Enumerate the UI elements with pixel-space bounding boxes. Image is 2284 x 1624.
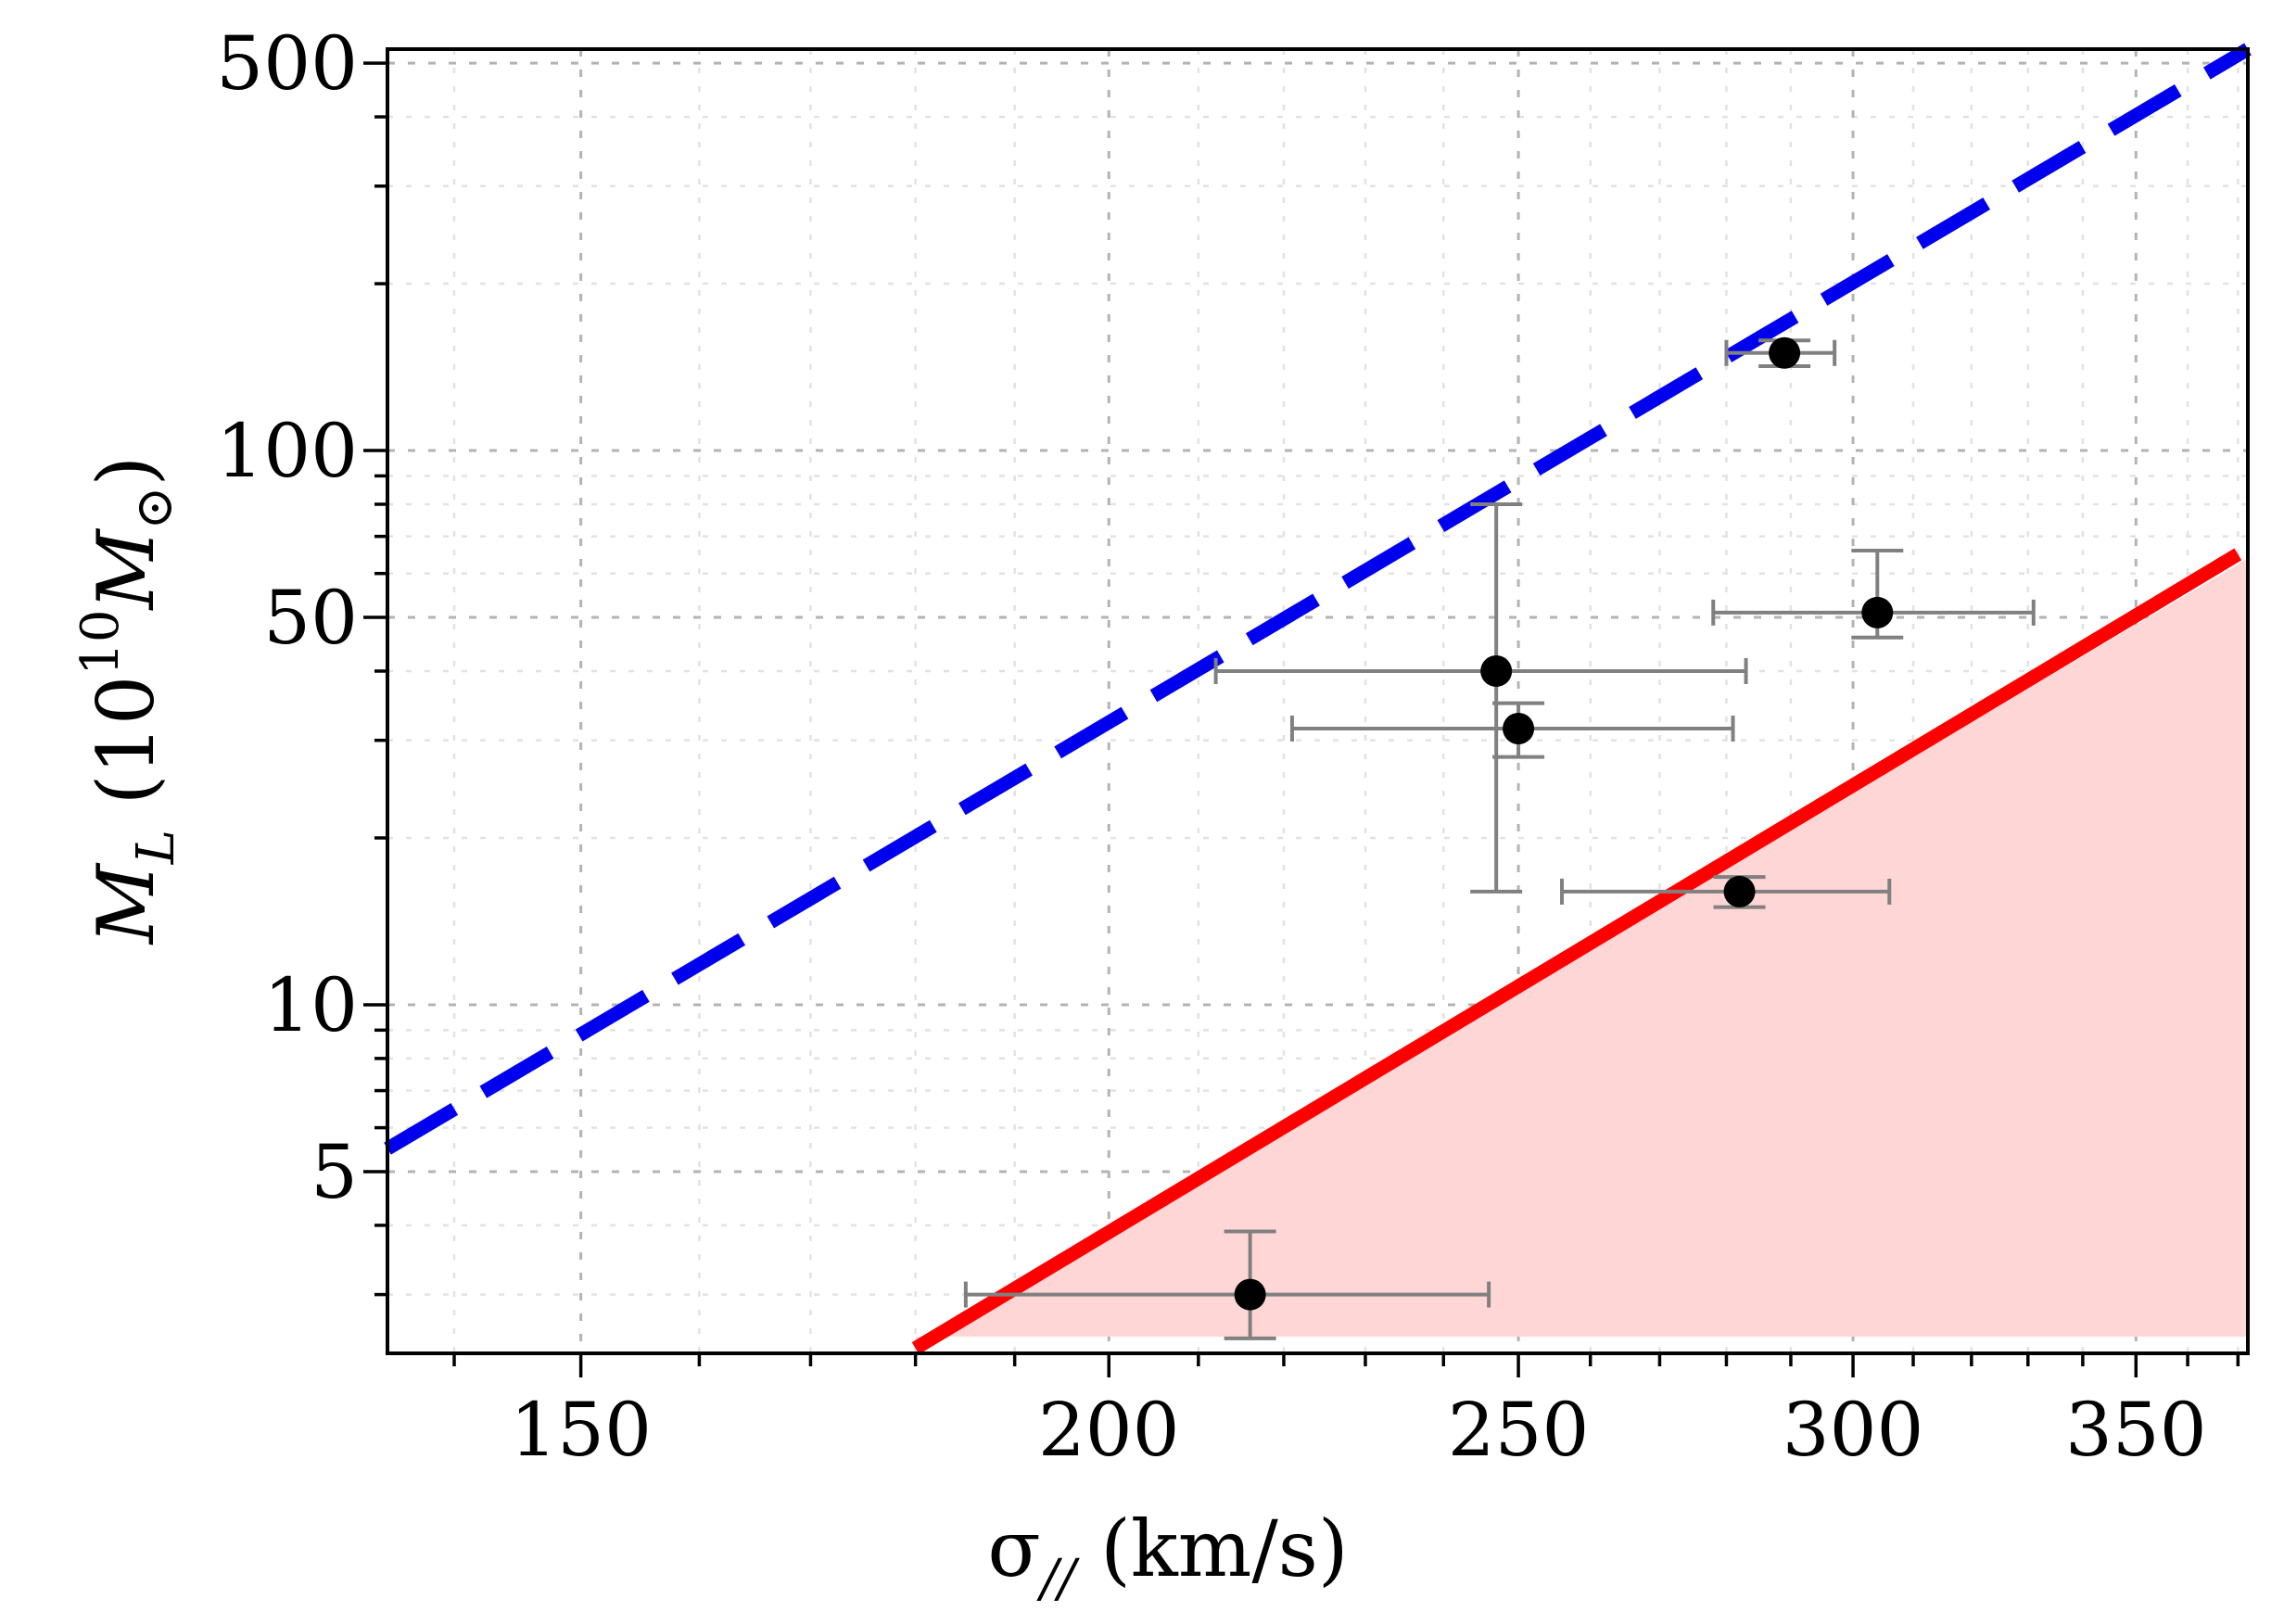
x-tick-label: 200 bbox=[1038, 1387, 1180, 1473]
x-tick-labels: 150 200 250 300 350 bbox=[510, 1387, 2206, 1473]
y-axis-title: ML (1010M⊙) bbox=[70, 456, 186, 946]
bound-lines bbox=[384, 43, 2252, 1354]
x-axis-title: σ// (km/s) bbox=[987, 1503, 1348, 1609]
x-tick-label: 300 bbox=[1783, 1387, 1924, 1473]
y-tick-label: 5 bbox=[311, 1129, 358, 1215]
axis-ticks bbox=[363, 61, 2240, 1377]
y-tick-label: 10 bbox=[263, 962, 358, 1048]
red-solid-line bbox=[911, 548, 2242, 1354]
y-tick-label: 50 bbox=[263, 575, 358, 661]
data-point bbox=[1723, 875, 1756, 907]
y-tick-label: 100 bbox=[216, 408, 358, 494]
data-point bbox=[1769, 336, 1801, 369]
data-point bbox=[1480, 654, 1513, 687]
data-points bbox=[1234, 336, 1894, 1311]
x-tick-label: 250 bbox=[1448, 1387, 1590, 1473]
x-tick-label: 150 bbox=[510, 1387, 652, 1473]
data-point bbox=[1503, 713, 1535, 745]
x-tick-label: 350 bbox=[2065, 1387, 2207, 1473]
y-tick-label: 500 bbox=[216, 20, 358, 107]
blue-dashed-line bbox=[384, 43, 2252, 1155]
data-point bbox=[1861, 596, 1894, 628]
y-tick-labels: 5 10 50 100 500 bbox=[216, 20, 358, 1215]
plot-frame bbox=[386, 47, 2250, 1355]
data-point bbox=[1234, 1278, 1266, 1311]
